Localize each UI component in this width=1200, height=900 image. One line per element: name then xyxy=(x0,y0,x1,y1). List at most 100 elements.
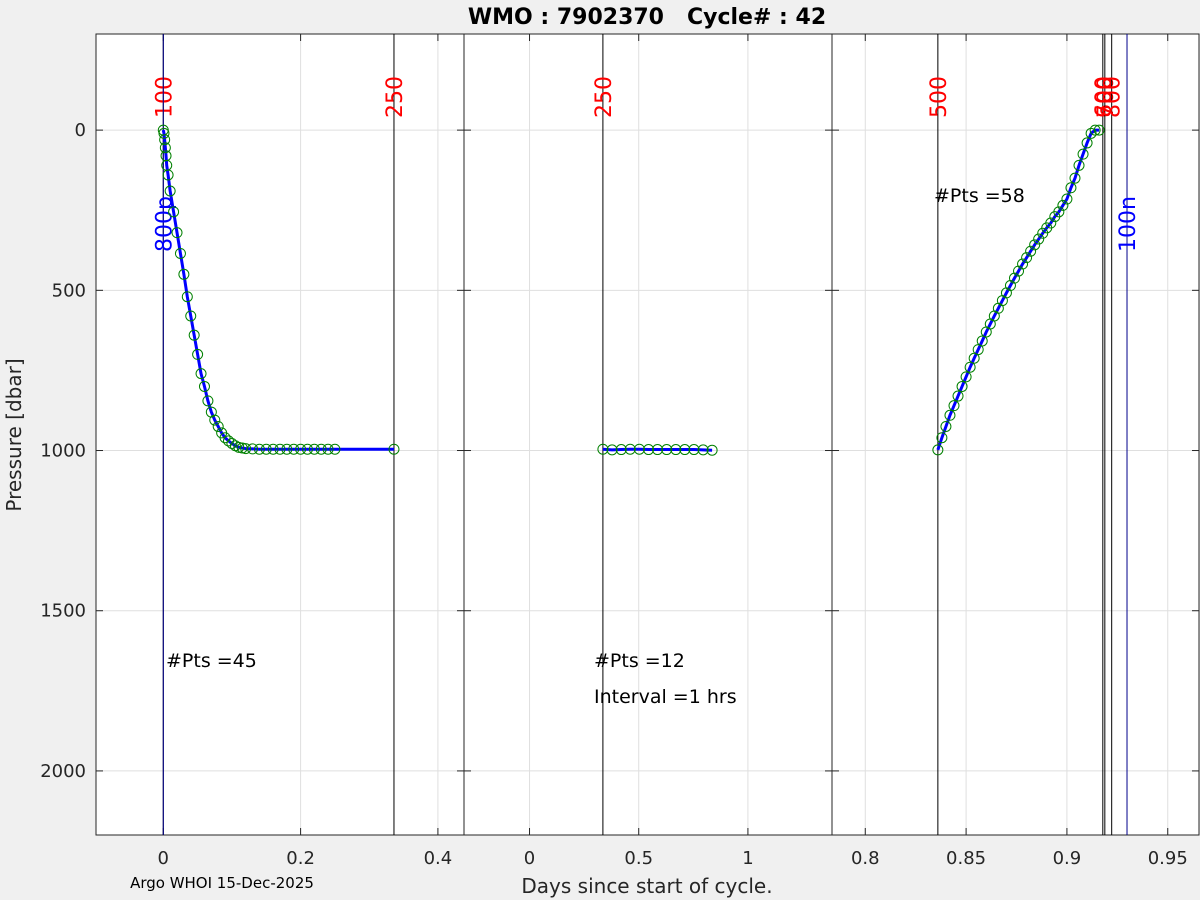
series-line xyxy=(602,447,713,452)
data-point xyxy=(1017,258,1029,270)
data-point xyxy=(670,444,682,456)
data-point xyxy=(633,443,645,455)
data-point xyxy=(679,444,691,456)
data-point xyxy=(1085,127,1097,139)
data-point xyxy=(956,380,968,392)
y-axis-label: Pressure [dbar] xyxy=(2,358,26,511)
data-point xyxy=(1053,206,1065,218)
y-tick-label: 2000 xyxy=(40,761,86,782)
data-point xyxy=(1093,124,1105,136)
data-point xyxy=(233,441,245,453)
data-point xyxy=(1057,199,1069,211)
x-tick-label: 0.2 xyxy=(286,848,315,869)
x-tick-label: 0.9 xyxy=(1053,848,1082,869)
data-point xyxy=(281,443,293,455)
panel-frame xyxy=(831,33,1200,836)
event-marker-label: 800 xyxy=(1101,76,1126,118)
event-marker-label: 250 xyxy=(383,76,408,118)
data-point xyxy=(185,310,197,322)
data-point xyxy=(212,420,224,432)
data-point xyxy=(932,444,944,456)
x-tick-label: 0.8 xyxy=(851,848,880,869)
series-line xyxy=(161,129,394,451)
data-point xyxy=(606,444,618,456)
data-point xyxy=(688,444,700,456)
data-point xyxy=(202,395,214,407)
data-point xyxy=(188,329,200,341)
y-tick-label: 1500 xyxy=(40,601,86,622)
data-point xyxy=(192,348,204,360)
event-marker-label: 250 xyxy=(592,76,617,118)
data-point xyxy=(209,414,221,426)
series-line xyxy=(936,128,1100,451)
panel-annotation: #Pts =45 xyxy=(166,650,257,672)
data-point xyxy=(260,443,272,455)
data-point xyxy=(1061,193,1073,205)
panel-annotation: #Pts =58 xyxy=(934,185,1025,207)
event-marker-label: 100n xyxy=(1116,196,1141,252)
data-point xyxy=(960,371,972,383)
footer-credit: Argo WHOI 15-Dec-2025 xyxy=(130,874,314,892)
data-point xyxy=(1025,245,1037,257)
data-point xyxy=(198,380,210,392)
data-point xyxy=(661,444,673,456)
data-point xyxy=(195,368,207,380)
data-point xyxy=(964,361,976,373)
event-marker-label: 500 xyxy=(927,76,952,118)
data-point xyxy=(308,443,320,455)
chart-title: WMO : 7902370 Cycle# : 42 xyxy=(468,5,826,30)
x-tick-label: 0.4 xyxy=(424,848,453,869)
data-point xyxy=(1077,148,1089,160)
data-point xyxy=(944,409,956,421)
data-point xyxy=(643,444,655,456)
panel-drift: 0 0.5 1 250 #Pts =12 Interval =1 hrs xyxy=(463,33,833,869)
data-point xyxy=(1081,137,1093,149)
data-point xyxy=(159,142,171,154)
data-point xyxy=(322,443,334,455)
data-point xyxy=(315,443,327,455)
data-point xyxy=(936,432,948,444)
data-point xyxy=(295,443,307,455)
data-point xyxy=(159,134,171,146)
data-point xyxy=(1033,233,1045,245)
data-point xyxy=(388,443,400,455)
data-point xyxy=(1021,252,1033,264)
data-point xyxy=(158,127,170,139)
y-tick-label: 1000 xyxy=(40,441,86,462)
data-point xyxy=(652,444,664,456)
data-point xyxy=(219,432,231,444)
plot-area-drift xyxy=(464,34,832,835)
data-point xyxy=(253,443,265,455)
x-tick-label: 0 xyxy=(524,848,535,869)
x-tick-label: 0.5 xyxy=(624,848,653,869)
data-point xyxy=(597,443,609,455)
data-point xyxy=(168,206,180,218)
data-point xyxy=(247,443,259,455)
data-point xyxy=(288,443,300,455)
event-marker-label: 700 xyxy=(1094,76,1119,118)
data-point xyxy=(1045,217,1057,229)
data-point xyxy=(164,185,176,197)
data-point xyxy=(329,443,341,455)
data-point xyxy=(697,444,709,456)
data-point xyxy=(624,443,636,455)
data-point xyxy=(181,291,193,303)
data-point xyxy=(1073,159,1085,171)
x-tick-label: 0 xyxy=(158,848,169,869)
data-point xyxy=(178,268,190,280)
panel-annotation: Interval =1 hrs xyxy=(594,686,737,708)
y-tick-label: 0 xyxy=(75,120,86,141)
plot-area-ascent xyxy=(832,34,1199,835)
x-tick-label: 1 xyxy=(742,848,753,869)
data-point xyxy=(1037,227,1049,239)
data-point xyxy=(162,169,174,181)
y-tick-label: 500 xyxy=(52,280,86,301)
data-point xyxy=(1065,182,1077,194)
data-point xyxy=(1089,124,1101,136)
data-point xyxy=(1029,239,1041,251)
data-point xyxy=(174,247,186,259)
